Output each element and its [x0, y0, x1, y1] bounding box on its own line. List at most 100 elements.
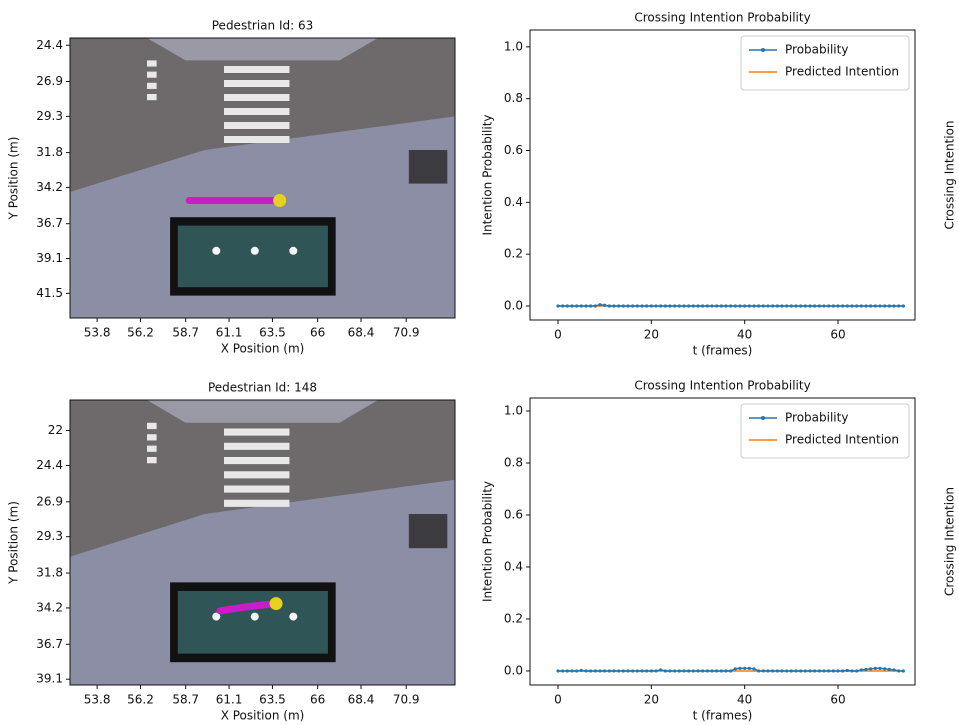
y-tick-label: 29.3	[36, 529, 63, 543]
point	[813, 304, 817, 308]
crosswalk-stripe	[224, 499, 290, 507]
axes-frame	[69, 399, 456, 686]
axes-frame	[529, 29, 916, 321]
point	[752, 304, 756, 308]
crosswalk-stripe	[147, 94, 157, 101]
crosswalk-stripe	[147, 60, 157, 67]
point	[691, 669, 695, 673]
sidewalk-top	[147, 400, 378, 423]
point	[626, 669, 630, 673]
point	[617, 669, 621, 673]
panel-title: Crossing Intention Probability	[634, 11, 810, 25]
crosswalk-stripe	[224, 136, 290, 143]
point	[775, 669, 779, 673]
x-tick-label: 70.9	[393, 693, 420, 707]
x-tick-label: 68.4	[348, 326, 375, 340]
point	[635, 669, 639, 673]
point	[645, 669, 649, 673]
legend-label: Predicted Intention	[785, 433, 899, 447]
point	[724, 304, 728, 308]
point	[668, 304, 672, 308]
x-tick-label: 53.8	[84, 693, 111, 707]
point	[631, 304, 635, 308]
point	[766, 669, 770, 673]
fountain	[177, 590, 328, 654]
point	[892, 304, 896, 308]
legend-label: Probability	[785, 43, 848, 57]
point	[612, 669, 616, 673]
legend-marker	[761, 416, 765, 420]
crosswalk-stripe	[224, 485, 290, 493]
point	[640, 304, 644, 308]
point	[808, 304, 812, 308]
point	[785, 669, 789, 673]
crosswalk-stripe	[147, 445, 157, 452]
legend-box	[740, 403, 910, 459]
point	[850, 304, 854, 308]
x-tick-label: 56.2	[127, 326, 154, 340]
point	[617, 304, 621, 308]
point	[771, 669, 775, 673]
x-tick-label: 0	[554, 328, 562, 342]
y2-axis-label: Crossing Intention	[943, 487, 957, 596]
panel-title: Crossing Intention Probability	[634, 379, 810, 393]
x-tick-label: 66	[310, 693, 325, 707]
point	[799, 304, 803, 308]
crosswalk-stripe	[224, 94, 290, 101]
x-tick-label: 70.9	[393, 326, 420, 340]
point	[612, 304, 616, 308]
point	[696, 304, 700, 308]
point	[659, 304, 663, 308]
point	[589, 304, 593, 308]
point	[645, 304, 649, 308]
point	[682, 669, 686, 673]
point	[607, 669, 611, 673]
x-tick-label: 53.8	[84, 326, 111, 340]
crosswalk-stripe	[147, 422, 157, 430]
point	[705, 304, 709, 308]
point	[649, 304, 653, 308]
point	[897, 669, 901, 673]
point	[757, 304, 761, 308]
crosswalk-stripe	[147, 457, 157, 464]
y-tick-label: 1.0	[504, 403, 523, 417]
crosswalk-stripe	[224, 471, 290, 479]
y-tick-label: 24.4	[36, 38, 63, 52]
point	[565, 669, 569, 673]
point	[785, 304, 789, 308]
crosswalk-stripe	[224, 80, 290, 87]
y-tick-label: 34.2	[36, 180, 63, 194]
point	[575, 304, 579, 308]
point	[827, 669, 831, 673]
point	[640, 669, 644, 673]
y-tick-label: 31.8	[36, 566, 63, 580]
building	[408, 150, 448, 184]
crosswalk-stripe	[147, 82, 157, 89]
point	[715, 304, 719, 308]
y-tick-label: 39.1	[36, 251, 63, 265]
point	[663, 304, 667, 308]
point	[780, 304, 784, 308]
point	[687, 304, 691, 308]
y2-axis-label: Crossing Intention	[943, 120, 957, 229]
point	[864, 304, 868, 308]
y-tick-label: 0.8	[504, 91, 523, 105]
point	[827, 304, 831, 308]
x-tick-label: 58.7	[172, 326, 199, 340]
crosswalk-stripe	[147, 71, 157, 78]
crosswalk-stripe	[224, 66, 290, 73]
y-tick-label: 36.7	[36, 637, 63, 651]
fountain-light	[212, 246, 221, 255]
y-tick-label: 0.0	[504, 663, 523, 677]
legend-label: Predicted Intention	[785, 65, 899, 79]
x-tick-label: 68.4	[348, 693, 375, 707]
crosswalk-stripe	[147, 434, 157, 441]
point	[584, 669, 588, 673]
y-tick-label: 29.3	[36, 109, 63, 123]
point	[701, 304, 705, 308]
x-tick-label: 40	[737, 693, 752, 707]
point	[817, 304, 821, 308]
point	[817, 669, 821, 673]
point	[584, 304, 588, 308]
